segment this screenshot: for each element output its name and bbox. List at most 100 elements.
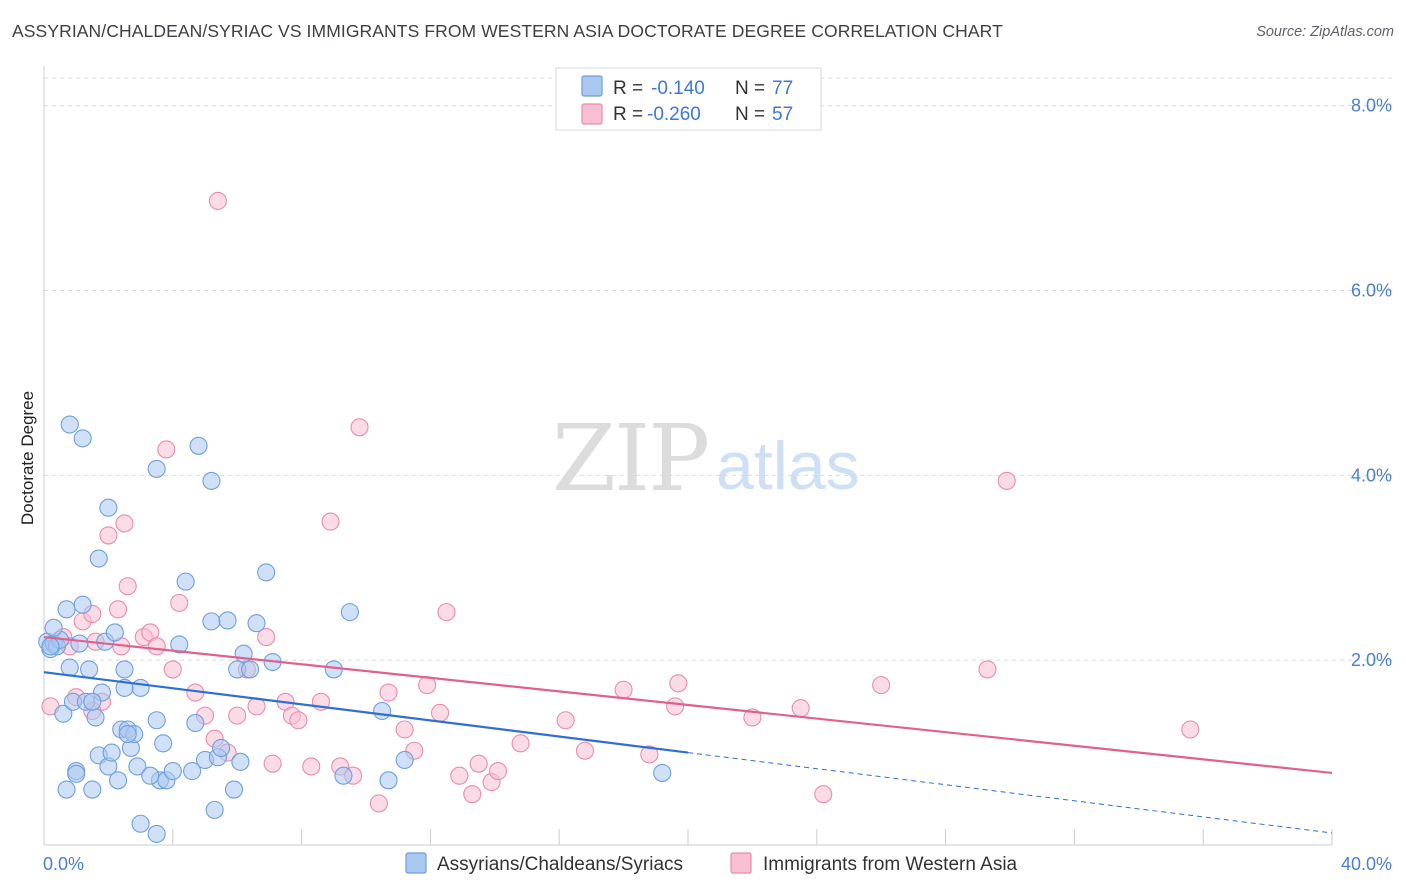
pink-point-11 bbox=[115, 514, 134, 533]
blue-point-39 bbox=[170, 635, 189, 654]
chart-title: ASSYRIAN/CHALDEAN/SYRIAC VS IMMIGRANTS F… bbox=[12, 21, 1003, 41]
blue-point-67 bbox=[395, 750, 414, 770]
pink-point-58 bbox=[814, 785, 833, 804]
blue-point-24 bbox=[115, 660, 134, 679]
blue-point-10 bbox=[70, 634, 89, 653]
pink-point-50 bbox=[556, 711, 575, 730]
pink-point-57 bbox=[791, 699, 810, 718]
pink-point-52 bbox=[614, 680, 633, 699]
blue-point-33 bbox=[60, 415, 79, 434]
series-legend: Assyrians/Chaldeans/Syriacs Immigrants f… bbox=[405, 852, 1018, 875]
blue-point-73 bbox=[44, 618, 63, 637]
blue-point-32 bbox=[99, 498, 118, 517]
blue-point-11 bbox=[73, 595, 92, 614]
legend-n-label-blue: N = bbox=[735, 78, 765, 99]
pink-point-54 bbox=[666, 697, 685, 716]
blue-point-58 bbox=[131, 814, 150, 833]
blue-point-30 bbox=[73, 429, 92, 448]
pink-point-37 bbox=[369, 794, 388, 813]
blue-point-51 bbox=[231, 752, 250, 771]
legend-swatch-pink bbox=[581, 103, 603, 125]
blue-point-29 bbox=[131, 678, 150, 697]
blue-point-36 bbox=[154, 734, 173, 753]
watermark-atlas: atlas bbox=[716, 428, 860, 504]
blue-point-15 bbox=[86, 708, 105, 727]
pink-point-48 bbox=[488, 762, 508, 781]
pink-point-63 bbox=[208, 191, 227, 210]
series-legend-swatch-pink bbox=[730, 852, 752, 874]
source-label: Source: ZipAtlas.com bbox=[1256, 24, 1394, 40]
series-legend-label-pink: Immigrants from Western Asia bbox=[763, 854, 1018, 875]
x-tick-label-max: 40.0% bbox=[1341, 854, 1392, 874]
pink-point-18 bbox=[170, 593, 189, 612]
y-tick-label-3: 8.0% bbox=[1351, 96, 1392, 116]
series-legend-label-blue: Assyrians/Chaldeans/Syriacs bbox=[437, 854, 683, 875]
pink-point-8 bbox=[99, 526, 118, 545]
legend-r-label-blue: R = bbox=[613, 78, 643, 99]
blue-point-22 bbox=[109, 771, 128, 790]
blue-point-53 bbox=[241, 660, 260, 679]
series-assyrians-chaldeans-syriacs bbox=[38, 415, 672, 843]
pink-point-9 bbox=[109, 600, 128, 619]
blue-point-70 bbox=[67, 764, 86, 783]
blue-point-63 bbox=[340, 603, 359, 622]
blue-point-75 bbox=[83, 692, 102, 711]
pink-point-17 bbox=[163, 660, 182, 679]
blue-point-55 bbox=[257, 563, 276, 582]
pink-point-60 bbox=[978, 660, 997, 679]
axes bbox=[43, 66, 1333, 846]
blue-point-74 bbox=[41, 637, 60, 656]
blue-point-57 bbox=[147, 824, 166, 843]
trend-line-pink bbox=[43, 635, 1333, 775]
pink-point-62 bbox=[1181, 720, 1200, 739]
pink-point-30 bbox=[289, 711, 308, 730]
legend-n-value-blue: 77 bbox=[772, 78, 793, 99]
pink-point-51 bbox=[575, 741, 595, 760]
blue-point-68 bbox=[653, 763, 672, 782]
pink-point-33 bbox=[321, 512, 340, 531]
blue-point-31 bbox=[89, 549, 108, 568]
blue-point-72 bbox=[141, 766, 160, 785]
blue-point-21 bbox=[105, 623, 124, 642]
blue-point-14 bbox=[83, 780, 102, 799]
blue-point-7 bbox=[60, 658, 79, 677]
blue-point-42 bbox=[186, 713, 205, 733]
blue-point-71 bbox=[118, 725, 137, 744]
pink-point-61 bbox=[997, 471, 1016, 490]
pink-point-43 bbox=[437, 603, 456, 622]
correlation-legend: R = -0.140 N = 77 R = -0.260 N = 57 bbox=[555, 67, 822, 131]
legend-n-value-pink: 57 bbox=[772, 104, 793, 125]
blue-point-13 bbox=[80, 660, 99, 679]
x-tick-label-min: 0.0% bbox=[43, 854, 84, 874]
pink-point-26 bbox=[257, 628, 276, 647]
blue-point-54 bbox=[247, 614, 266, 633]
y-tick-label-1: 4.0% bbox=[1351, 465, 1392, 485]
blue-point-40 bbox=[176, 572, 195, 591]
blue-point-28 bbox=[128, 757, 147, 776]
y-axis-title: Doctorate Degree bbox=[18, 391, 37, 525]
pink-point-31 bbox=[302, 757, 321, 776]
legend-r-value-blue: -0.140 bbox=[651, 78, 705, 99]
blue-point-34 bbox=[147, 711, 166, 730]
blue-point-6 bbox=[57, 600, 76, 619]
pink-point-36 bbox=[350, 418, 369, 437]
trend-lines bbox=[43, 635, 1333, 834]
blue-point-66 bbox=[379, 771, 398, 790]
blue-point-5 bbox=[54, 704, 73, 723]
blue-point-64 bbox=[334, 766, 353, 785]
blue-point-65 bbox=[373, 701, 392, 721]
blue-point-61 bbox=[202, 471, 221, 490]
pink-point-23 bbox=[228, 706, 247, 725]
pink-point-59 bbox=[872, 676, 891, 695]
pink-point-49 bbox=[511, 734, 530, 753]
blue-point-47 bbox=[212, 738, 231, 758]
blue-point-60 bbox=[147, 459, 166, 478]
blue-point-43 bbox=[189, 436, 208, 455]
pink-point-27 bbox=[263, 754, 282, 773]
trend-line-blue bbox=[43, 671, 689, 754]
x-tick-labels: 0.0% 40.0% bbox=[43, 854, 1392, 874]
blue-point-45 bbox=[202, 612, 221, 631]
pink-point-12 bbox=[118, 577, 137, 596]
pink-point-38 bbox=[379, 683, 398, 702]
